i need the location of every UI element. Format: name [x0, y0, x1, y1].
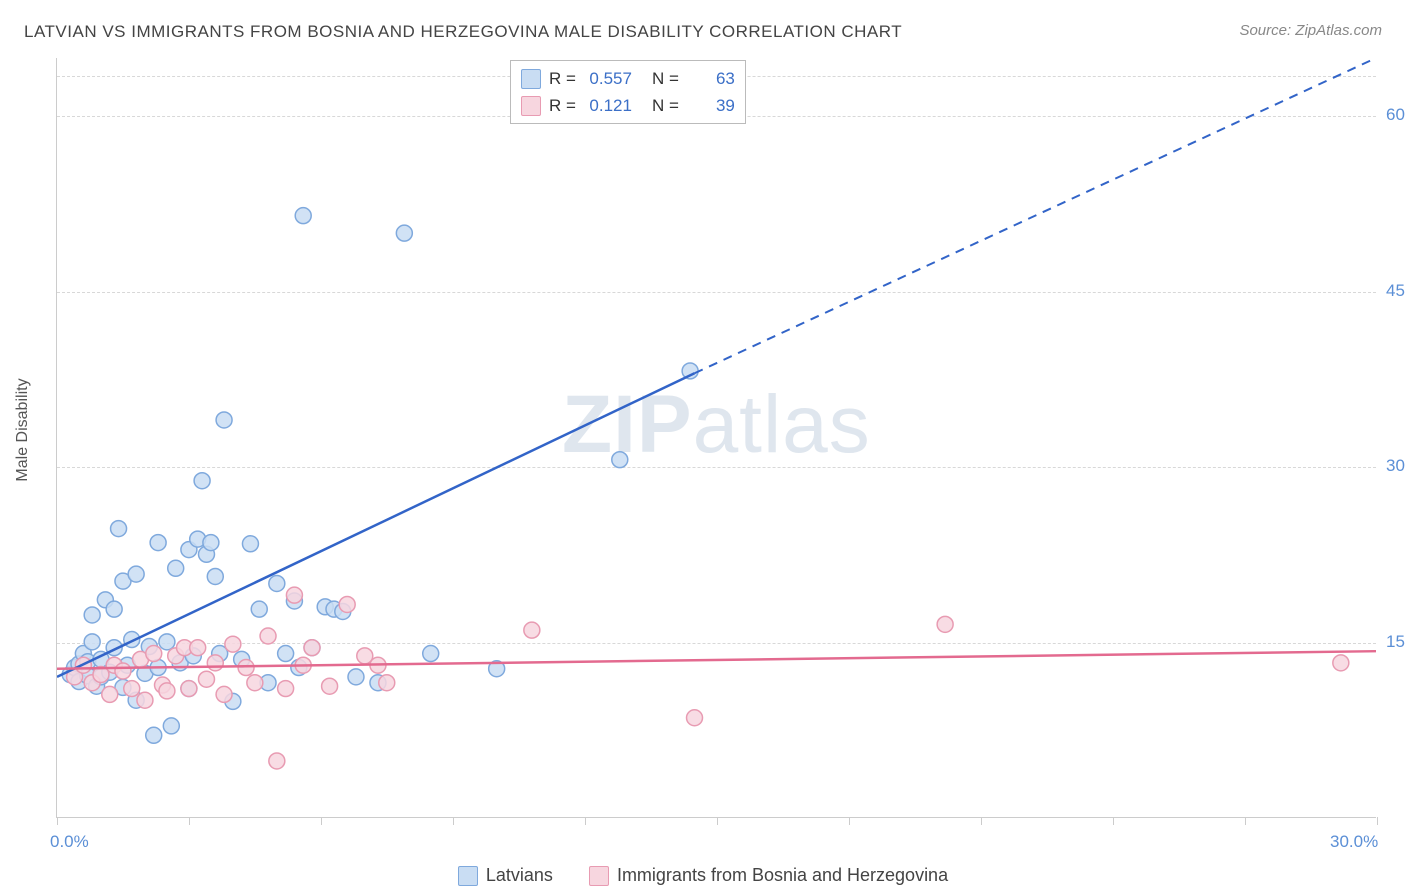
data-point	[198, 671, 214, 687]
y-axis-label: Male Disability	[14, 378, 32, 481]
data-point	[128, 566, 144, 582]
legend-r-value: 0.557	[584, 65, 632, 92]
legend-stats: R = 0.557 N = 63 R = 0.121 N = 39	[510, 60, 746, 124]
legend-item: Immigrants from Bosnia and Herzegovina	[589, 865, 948, 886]
data-point	[260, 628, 276, 644]
x-tick	[57, 817, 58, 825]
data-point	[124, 681, 140, 697]
legend-n-label: N =	[652, 92, 679, 119]
x-tick	[1245, 817, 1246, 825]
data-point	[423, 646, 439, 662]
x-tick	[585, 817, 586, 825]
data-point	[216, 686, 232, 702]
legend-swatch	[521, 96, 541, 116]
data-point	[278, 681, 294, 697]
x-tick	[981, 817, 982, 825]
x-tick	[1113, 817, 1114, 825]
data-point	[396, 225, 412, 241]
trend-line-extrapolated	[695, 58, 1376, 373]
data-point	[304, 640, 320, 656]
data-point	[181, 681, 197, 697]
data-point	[203, 535, 219, 551]
data-point	[102, 686, 118, 702]
data-point	[207, 655, 223, 671]
x-tick-label: 30.0%	[1330, 832, 1378, 852]
chart-svg	[57, 58, 1376, 817]
plot-area: ZIPatlas 15.0%30.0%45.0%60.0%	[56, 58, 1376, 818]
legend-swatch	[589, 866, 609, 886]
y-tick-label: 15.0%	[1376, 632, 1406, 652]
data-point	[286, 587, 302, 603]
x-tick	[189, 817, 190, 825]
trend-line	[57, 373, 695, 677]
y-tick-label: 30.0%	[1376, 456, 1406, 476]
chart-title: LATVIAN VS IMMIGRANTS FROM BOSNIA AND HE…	[24, 22, 902, 42]
legend-n-value: 63	[687, 65, 735, 92]
data-point	[111, 521, 127, 537]
data-point	[238, 660, 254, 676]
legend-n-value: 39	[687, 92, 735, 119]
x-tick	[849, 817, 850, 825]
legend-bottom: Latvians Immigrants from Bosnia and Herze…	[0, 865, 1406, 886]
data-point	[687, 710, 703, 726]
legend-label: Latvians	[486, 865, 553, 886]
data-point	[1333, 655, 1349, 671]
data-point	[379, 675, 395, 691]
data-point	[163, 718, 179, 734]
legend-n-label: N =	[652, 65, 679, 92]
data-point	[247, 675, 263, 691]
legend-swatch	[458, 866, 478, 886]
data-point	[137, 692, 153, 708]
data-point	[524, 622, 540, 638]
legend-label: Immigrants from Bosnia and Herzegovina	[617, 865, 948, 886]
legend-swatch	[521, 69, 541, 89]
legend-r-value: 0.121	[584, 92, 632, 119]
data-point	[348, 669, 364, 685]
data-point	[295, 208, 311, 224]
data-point	[106, 601, 122, 617]
x-tick	[717, 817, 718, 825]
x-tick	[453, 817, 454, 825]
data-point	[612, 452, 628, 468]
legend-stats-row: R = 0.121 N = 39	[521, 92, 735, 119]
data-point	[84, 607, 100, 623]
legend-r-label: R =	[549, 92, 576, 119]
data-point	[251, 601, 267, 617]
data-point	[146, 727, 162, 743]
legend-r-label: R =	[549, 65, 576, 92]
data-point	[190, 640, 206, 656]
x-tick	[1377, 817, 1378, 825]
trend-line	[57, 651, 1376, 669]
x-tick	[321, 817, 322, 825]
data-point	[159, 683, 175, 699]
data-point	[115, 663, 131, 679]
source-label: Source: ZipAtlas.com	[1239, 22, 1382, 39]
data-point	[339, 596, 355, 612]
data-point	[269, 575, 285, 591]
data-point	[168, 560, 184, 576]
data-point	[159, 634, 175, 650]
y-tick-label: 45.0%	[1376, 281, 1406, 301]
data-point	[150, 535, 166, 551]
data-point	[242, 536, 258, 552]
data-point	[322, 678, 338, 694]
legend-item: Latvians	[458, 865, 553, 886]
data-point	[216, 412, 232, 428]
data-point	[278, 646, 294, 662]
data-point	[937, 616, 953, 632]
data-point	[146, 646, 162, 662]
data-point	[194, 473, 210, 489]
data-point	[84, 634, 100, 650]
x-tick-label: 0.0%	[50, 832, 89, 852]
legend-stats-row: R = 0.557 N = 63	[521, 65, 735, 92]
y-tick-label: 60.0%	[1376, 105, 1406, 125]
data-point	[269, 753, 285, 769]
data-point	[207, 568, 223, 584]
data-point	[225, 636, 241, 652]
